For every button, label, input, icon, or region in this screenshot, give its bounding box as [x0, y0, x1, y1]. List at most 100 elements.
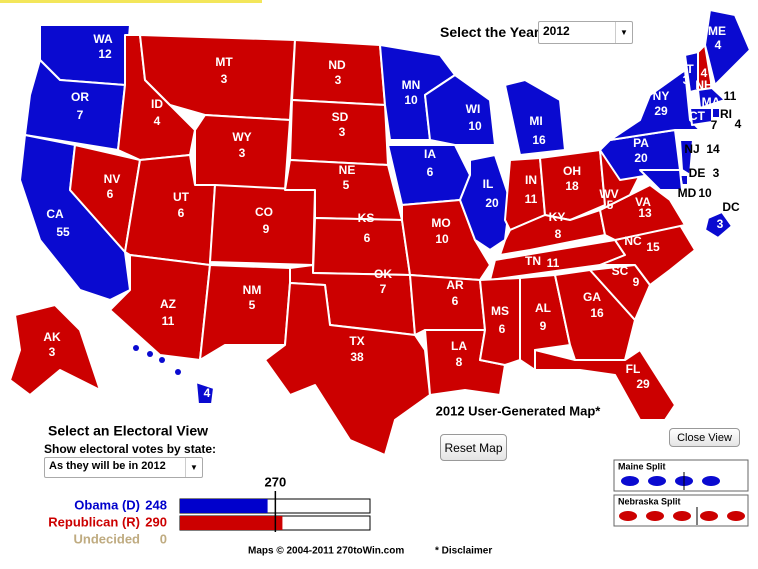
state-name: TX [349, 334, 364, 348]
state-votes: 8 [456, 355, 463, 369]
state-votes: 6 [452, 294, 459, 308]
footer-disclaimer[interactable]: * Disclaimer [435, 546, 492, 557]
state[interactable] [9, 304, 101, 396]
state-votes: 5 [607, 198, 614, 212]
state-name: KS [358, 211, 375, 225]
state-name: MN [402, 78, 421, 92]
year-select[interactable]: 2012 ▼ [538, 21, 633, 44]
state-votes: 13 [638, 206, 652, 220]
state-name: PA [633, 136, 649, 150]
state-votes: 6 [427, 165, 434, 179]
map-title: 2012 User-Generated Map* [436, 403, 602, 418]
tally-votes: 290 [145, 514, 167, 529]
state-votes: 9 [263, 222, 270, 236]
state-name: SC [612, 264, 629, 278]
state-votes: 6 [178, 206, 185, 220]
state[interactable] [199, 264, 291, 361]
state-name: SD [332, 110, 349, 124]
state[interactable] [195, 381, 215, 405]
state[interactable] [539, 149, 606, 221]
state-name: NM [243, 283, 262, 297]
state-votes: 20 [634, 151, 648, 165]
state-votes: 6 [364, 231, 371, 245]
close-button[interactable]: Close View [669, 428, 740, 447]
island [133, 345, 139, 351]
state[interactable] [599, 129, 681, 181]
tally-name: Undecided [74, 531, 141, 546]
state[interactable] [711, 107, 721, 119]
state[interactable] [639, 169, 683, 191]
view-value: As they will be in 2012 [49, 460, 166, 472]
state-votes: 12 [98, 47, 112, 61]
state-votes: 38 [350, 350, 364, 364]
state-name: NJ [684, 142, 699, 156]
state-name: HI [182, 381, 194, 395]
state-votes: 3 [239, 146, 246, 160]
state-votes: 29 [654, 104, 668, 118]
state-name: IL [483, 177, 494, 191]
state-name: NV [104, 172, 121, 186]
state-votes: 3 [335, 73, 342, 87]
state[interactable] [704, 9, 751, 86]
state[interactable] [704, 211, 733, 239]
state[interactable] [312, 217, 411, 276]
state-name: MI [529, 114, 542, 128]
state[interactable] [609, 69, 701, 141]
state-name: AR [446, 278, 464, 292]
maine-split-box [613, 459, 749, 492]
state-votes: 7 [380, 282, 387, 296]
state[interactable] [599, 224, 696, 286]
state-name: MS [491, 304, 509, 318]
state-name: WI [466, 102, 481, 116]
maine-district [702, 476, 720, 486]
view-select[interactable]: As they will be in 2012 ▼ [44, 457, 203, 478]
state[interactable] [459, 154, 511, 251]
state-name: NH [695, 78, 712, 92]
state[interactable] [679, 139, 694, 176]
maine-split-label: Maine Split [618, 461, 666, 471]
footer-credit[interactable]: Maps © 2004-2011 270toWin.com [248, 546, 404, 557]
state-votes: 14 [706, 142, 720, 156]
state-name: DC [722, 200, 740, 214]
state-name: OR [71, 90, 89, 104]
state-votes: 7 [77, 108, 84, 122]
state[interactable] [264, 282, 431, 456]
state-votes: 16 [532, 133, 546, 147]
state-votes: 6 [499, 322, 506, 336]
state-name: AZ [160, 297, 176, 311]
tally-votes: 248 [145, 497, 167, 512]
state-name: MA [702, 95, 721, 109]
state[interactable] [689, 107, 713, 126]
tally-bar [180, 499, 268, 513]
maine-district [621, 476, 639, 486]
state-votes: 3 [49, 345, 56, 359]
nebraska-district [673, 511, 691, 521]
view-title: Select an Electoral View [48, 423, 208, 439]
state-votes: 7 [711, 118, 718, 132]
nebraska-district [727, 511, 745, 521]
island [147, 351, 153, 357]
tally-votes: 0 [160, 531, 167, 546]
state-votes: 6 [107, 187, 114, 201]
state-name: MO [431, 216, 450, 230]
state-votes: 55 [56, 225, 70, 239]
state[interactable] [504, 79, 566, 156]
state-name: VA [635, 195, 651, 209]
year-label: Select the Year [440, 24, 540, 40]
state-votes: 8 [555, 227, 562, 241]
state[interactable] [424, 74, 496, 146]
reset-button[interactable]: Reset Map [440, 434, 507, 461]
state-votes: 3 [683, 73, 690, 87]
state[interactable] [534, 349, 676, 421]
state-name: OK [374, 267, 392, 281]
state[interactable] [697, 87, 726, 109]
state-votes: 4 [204, 386, 211, 400]
island [175, 369, 181, 375]
state-votes: 3 [339, 125, 346, 139]
state-name: AL [535, 301, 551, 315]
state-votes: 9 [540, 319, 547, 333]
threshold-label: 270 [265, 474, 287, 489]
state-votes: 11 [547, 256, 560, 270]
